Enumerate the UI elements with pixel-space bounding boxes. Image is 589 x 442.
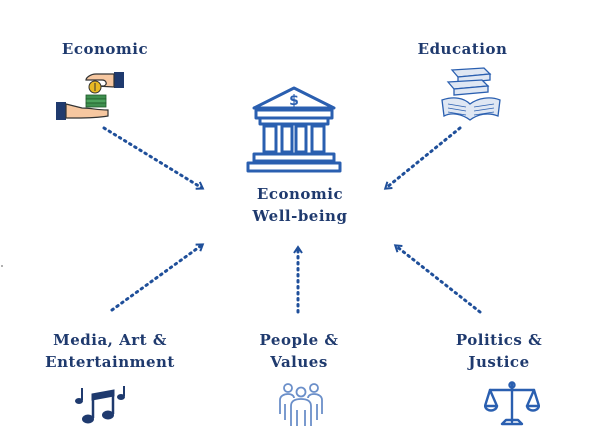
edge-mark: [1, 265, 3, 267]
people-group-icon: [279, 383, 323, 426]
scales-icon: [484, 381, 540, 426]
arrow-economic-to-center: [102, 126, 205, 190]
media-label: Media, Art & Entertainment: [45, 331, 175, 371]
books-icon: [441, 67, 501, 121]
arrow-politics-to-center: [393, 244, 482, 314]
arrow-media-to-center: [110, 243, 205, 312]
center-label: Economic Well-being: [252, 185, 348, 225]
economic-label: Economic: [61, 40, 149, 58]
arrow-education-to-center: [383, 126, 462, 190]
bank-dollar-icon: $: [246, 86, 342, 173]
music-notes-icon: [75, 386, 125, 424]
education-label: Education: [417, 40, 508, 58]
money-exchange-icon: [56, 72, 124, 120]
politics-label: Politics & Justice: [455, 331, 543, 371]
svg-text:$: $: [289, 93, 299, 109]
people-label: People & Values: [259, 331, 339, 371]
